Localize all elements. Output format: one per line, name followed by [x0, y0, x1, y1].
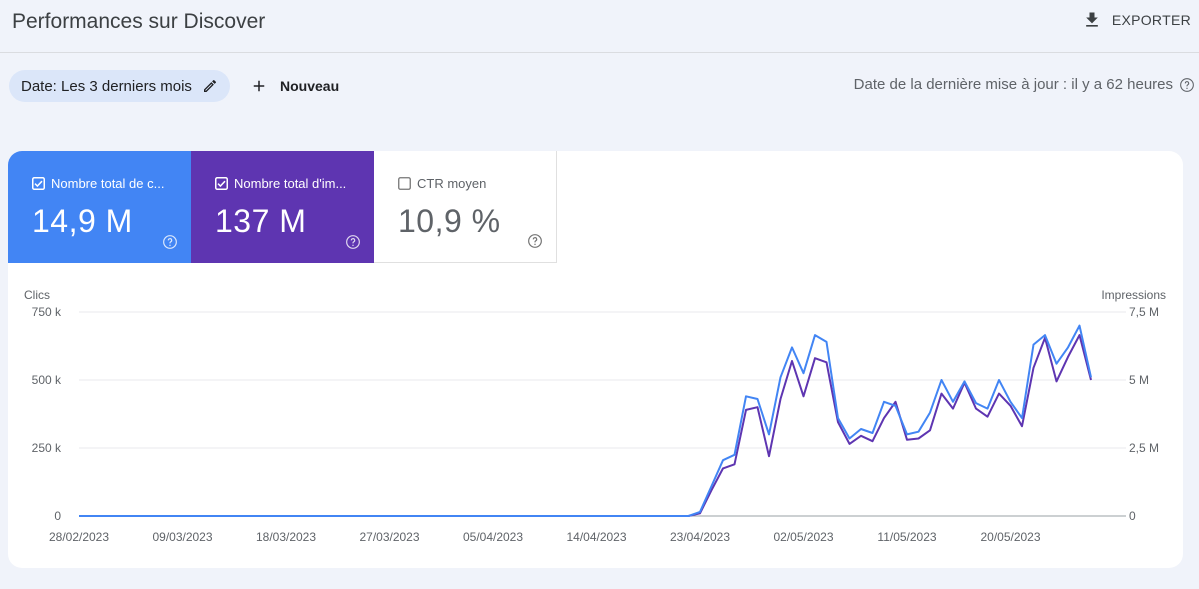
x-tick-label: 20/05/2023: [980, 530, 1040, 544]
x-tick-label: 28/02/2023: [49, 530, 109, 544]
new-filter-label: Nouveau: [280, 78, 340, 94]
performance-card: 0 0 250 k 2,5 M 500 k 5 M 750 k 7,5 M Clics Impre…: [8, 151, 1183, 568]
y-left-tick-label: 0: [54, 509, 61, 523]
y-right-tick-label: 7,5 M: [1129, 305, 1159, 319]
new-filter-button[interactable]: Nouveau: [250, 70, 339, 102]
metric-card-clicks[interactable]: Nombre total de c... 14,9 M: [8, 151, 191, 263]
page-title: Performances sur Discover: [12, 10, 266, 33]
download-icon: [1085, 12, 1098, 27]
x-tick-label: 09/03/2023: [152, 530, 212, 544]
metric-value: 137 M: [215, 203, 307, 239]
checkbox-checked-icon[interactable]: [215, 177, 228, 190]
plus-icon: [253, 80, 265, 92]
pencil-icon[interactable]: [202, 78, 218, 94]
export-label: EXPORTER: [1111, 12, 1191, 28]
y-left-tick-label: 500 k: [32, 373, 62, 387]
y-right-tick-label: 5 M: [1129, 373, 1149, 387]
x-tick-label: 05/04/2023: [463, 530, 523, 544]
y-right-tick-label: 0: [1129, 509, 1136, 523]
metric-value: 14,9 M: [32, 203, 133, 239]
metric-card-ctr[interactable]: CTR moyen 10,9 %: [374, 151, 557, 263]
metric-value: 10,9 %: [398, 203, 501, 239]
x-tick-label: 11/05/2023: [877, 530, 936, 544]
last-update-text: Date de la dernière mise à jour : il y a…: [853, 76, 1173, 93]
y-left-tick-label: 250 k: [32, 441, 62, 455]
help-circle-icon[interactable]: [1179, 77, 1195, 93]
help-circle-icon[interactable]: [527, 233, 543, 249]
checkbox-checked-icon[interactable]: [32, 177, 45, 190]
help-circle-icon[interactable]: [345, 234, 361, 250]
x-tick-label: 18/03/2023: [256, 530, 316, 544]
date-filter-label: Date: Les 3 derniers mois: [21, 77, 192, 95]
series-line-impressions: [79, 334, 1092, 517]
filter-bar: Date: Les 3 derniers mois Nouveau Date d…: [0, 68, 1199, 106]
x-tick-label: 02/05/2023: [773, 530, 833, 544]
y-right-axis-label: Impressions: [1101, 288, 1166, 302]
metric-label: Nombre total de c...: [51, 176, 165, 191]
metric-label: Nombre total d'im...: [234, 176, 347, 191]
top-bar: Performances sur Discover EXPORTER: [0, 0, 1199, 53]
help-circle-icon[interactable]: [162, 234, 178, 250]
y-left-axis-label: Clics: [24, 288, 50, 302]
x-tick-label: 27/03/2023: [359, 530, 419, 544]
checkbox-unchecked-icon[interactable]: [398, 177, 411, 190]
export-button[interactable]: EXPORTER: [1082, 10, 1191, 30]
x-tick-label: 14/04/2023: [566, 530, 626, 544]
y-right-tick-label: 2,5 M: [1129, 441, 1159, 455]
last-update-info: Date de la dernière mise à jour : il y a…: [854, 76, 1195, 93]
series-line-clics: [79, 324, 1092, 517]
performance-chart: 0 0 250 k 2,5 M 500 k 5 M 750 k 7,5 M Clics Impre…: [24, 288, 1166, 544]
metric-card-impressions[interactable]: Nombre total d'im... 137 M: [191, 151, 374, 263]
date-filter-chip[interactable]: Date: Les 3 derniers mois: [9, 70, 230, 102]
y-left-tick-label: 750 k: [32, 305, 62, 319]
x-tick-label: 23/04/2023: [670, 530, 730, 544]
metric-label: CTR moyen: [417, 176, 487, 191]
